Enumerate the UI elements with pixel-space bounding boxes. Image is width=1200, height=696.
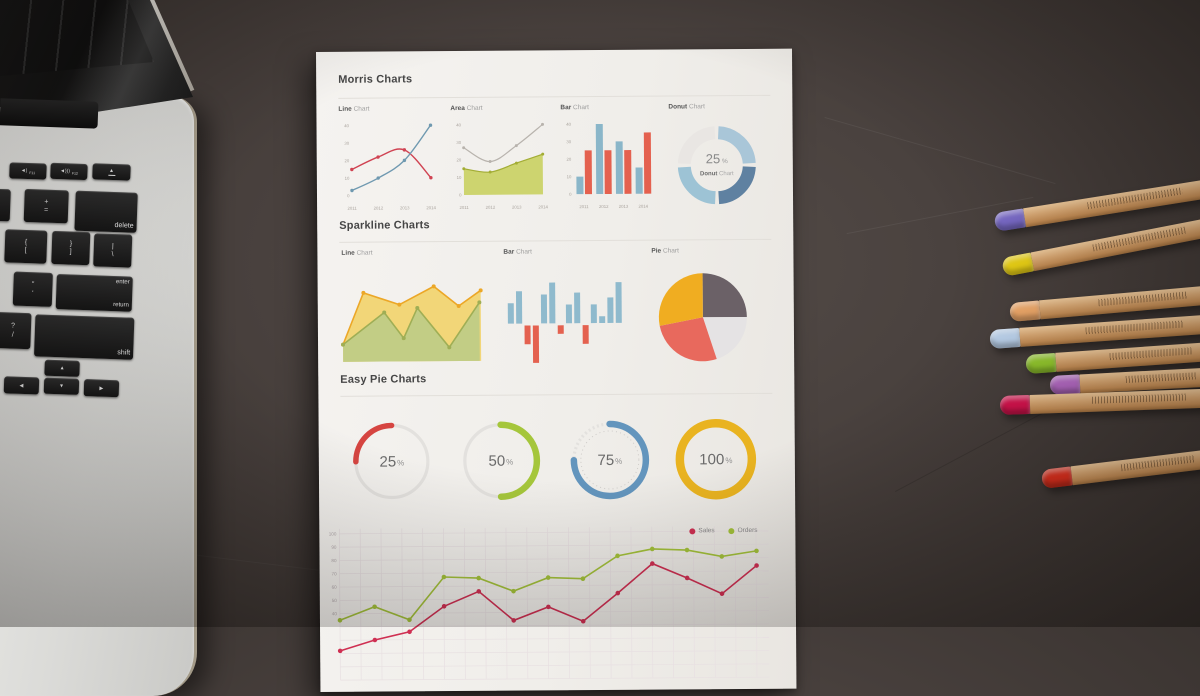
- svg-text:2012: 2012: [374, 206, 384, 211]
- svg-text:20: 20: [456, 157, 461, 162]
- pencil-barcode: [1120, 455, 1196, 472]
- pencil-purple: [993, 177, 1200, 232]
- screen-keyboard-reflection: [0, 0, 154, 76]
- svg-text:100: 100: [329, 531, 337, 536]
- sparkline-line-chart: [341, 271, 483, 364]
- morris-line-chart: 40 30 20 10 0 2011 2012 2013 2014: [338, 117, 436, 218]
- pencil-body: [1039, 284, 1200, 320]
- svg-text:2014: 2014: [638, 204, 648, 209]
- easy-pie-gauge-100: 100%: [674, 417, 759, 502]
- svg-text:50: 50: [332, 598, 338, 603]
- pencil-tip: [993, 208, 1027, 232]
- svg-text:2011: 2011: [347, 206, 357, 211]
- pencil-barcode: [1125, 372, 1196, 383]
- pencil-barcode: [1098, 291, 1188, 307]
- svg-text:20: 20: [566, 157, 571, 162]
- svg-text:2013: 2013: [512, 205, 522, 210]
- svg-text:40: 40: [344, 123, 349, 128]
- morris-donut-block: Donut Chart 25 % Donut Chart: [668, 103, 765, 212]
- svg-text:70: 70: [332, 571, 338, 576]
- svg-text:2013: 2013: [400, 205, 410, 210]
- easy-pie-gauge-25: 25%: [350, 419, 435, 504]
- pencil-red: [1040, 447, 1200, 489]
- easy-pie-gauges: 25% 50% 75% 100%: [341, 417, 766, 510]
- pencil-tip: [1049, 374, 1081, 395]
- morris-bar-block: Bar Chart 40 30 20 10 0 2011 2012 2013 2014: [560, 104, 657, 217]
- svg-text:2012: 2012: [599, 204, 609, 209]
- morris-area-chart: 40 30 20 10 0 2011 2012 2013 2014: [450, 116, 548, 217]
- svg-text:40: 40: [566, 122, 571, 127]
- svg-text:90: 90: [331, 545, 337, 550]
- svg-text:30: 30: [456, 140, 461, 145]
- svg-text:40: 40: [332, 611, 338, 616]
- morris-donut-chart: 25 % Donut Chart: [670, 119, 765, 212]
- morris-bar-chart: 40 30 20 10 0 2011 2012 2013 2014: [560, 116, 657, 217]
- svg-text:20: 20: [344, 158, 349, 163]
- pencil-tip: [1001, 252, 1035, 277]
- pencil-tip: [1009, 300, 1041, 322]
- svg-text:2011: 2011: [459, 205, 469, 210]
- svg-text:2011: 2011: [579, 204, 589, 209]
- easy-pie-gauge-50: 50%: [459, 418, 544, 503]
- svg-text:60: 60: [332, 585, 338, 590]
- svg-text:2013: 2013: [619, 204, 629, 209]
- svg-text:Donut Chart: Donut Chart: [700, 171, 734, 177]
- pencil-barcode: [1109, 347, 1192, 361]
- pencil-barcode: [1092, 226, 1186, 252]
- svg-text:2014: 2014: [426, 205, 436, 210]
- pencil-tip: [1025, 352, 1057, 374]
- pencil-barcode: [1092, 393, 1186, 404]
- svg-text:10: 10: [457, 175, 462, 180]
- svg-text:40: 40: [456, 122, 461, 127]
- svg-text:30: 30: [566, 139, 571, 144]
- svg-text:10: 10: [345, 176, 350, 181]
- svg-text:80: 80: [331, 558, 337, 563]
- pencil-body: [1070, 447, 1200, 486]
- pencil-tip: [1040, 466, 1073, 489]
- pencil-barcode: [1084, 320, 1184, 335]
- svg-text:25 %: 25 %: [706, 151, 728, 166]
- easy-pie-gauge-75: 75%: [568, 418, 653, 503]
- svg-text:30: 30: [344, 141, 349, 146]
- pencil-tip: [989, 327, 1021, 349]
- sparkline-bar-chart: [504, 270, 625, 363]
- pencil-body: [1030, 215, 1200, 272]
- pencil-crimson: [999, 388, 1200, 415]
- sparkline-pie-chart: [657, 271, 753, 364]
- laptop: ◄)F11◄)))F12▲_-+=delete{[}]|\"'enterretu…: [0, 0, 260, 696]
- svg-text:10: 10: [567, 174, 572, 179]
- svg-text:0: 0: [459, 192, 462, 197]
- morris-area-block: Area Chart 40 30 20 10 0 2011 2012 2013 2014: [450, 104, 548, 217]
- pencil-tip: [999, 394, 1031, 415]
- pencil-body: [1023, 177, 1200, 228]
- svg-text:0: 0: [569, 192, 572, 197]
- sparkline-line-block: Line Chart: [341, 249, 483, 364]
- sparkline-bar-block: Bar Chart: [503, 248, 624, 363]
- pencil-barcode: [1086, 187, 1183, 210]
- morris-line-block: Line Chart 40 30 20 10 0 2011 2012 2013 2014: [338, 105, 436, 218]
- pencils-group: [989, 177, 1200, 489]
- sparkline-pie-block: Pie Chart: [651, 247, 752, 364]
- svg-text:2014: 2014: [538, 204, 548, 209]
- pencil-body: [1055, 341, 1200, 372]
- svg-text:2012: 2012: [486, 205, 496, 210]
- svg-text:0: 0: [347, 193, 350, 198]
